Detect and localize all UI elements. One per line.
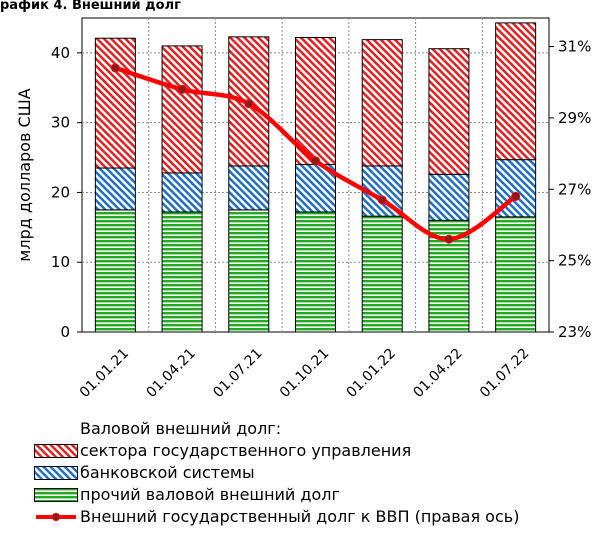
legend-label-debt-gdp: Внешний государственный долг к ВВП (прав… xyxy=(80,507,520,526)
bar-segment-government xyxy=(495,22,537,161)
y2-tick-label: 27% xyxy=(558,180,591,198)
x-tick-label: 01.07.22 xyxy=(477,346,532,401)
y2-tick-label: 23% xyxy=(558,323,591,341)
bar-segment-government xyxy=(428,48,470,175)
legend-label-banks: банковской системы xyxy=(80,463,255,482)
y-tick-label: 40 xyxy=(51,44,70,62)
bar-segment-government xyxy=(161,45,203,174)
debt-gdp-point xyxy=(377,195,387,205)
y-tick-label: 0 xyxy=(60,323,70,341)
legend-label-government: сектора государственного управления xyxy=(80,441,412,460)
bar-segment-government xyxy=(94,37,136,169)
debt-gdp-point xyxy=(244,99,254,109)
legend-swatch-other xyxy=(34,488,78,502)
y-axis-title: млрд долларов США xyxy=(15,88,34,261)
debt-gdp-point xyxy=(177,84,187,94)
y2-tick-label: 25% xyxy=(558,252,591,270)
chart-header: рафик 4. Внешний долг xyxy=(0,0,181,13)
chart: рафик 4. Внешний долг 0 10 20 30 40 23% 25% 27%… xyxy=(0,0,591,401)
chart-legend: Валовой внешний долг: сектора государств… xyxy=(34,418,604,528)
legend-item-banks: банковской системы xyxy=(34,462,604,484)
bar-segment-government xyxy=(361,39,403,167)
x-tick-label: 01.10.21 xyxy=(277,346,332,401)
x-tick-label: 01.04.21 xyxy=(144,346,199,401)
x-tick-label: 01.01.21 xyxy=(77,346,132,401)
legend-item-government: сектора государственного управления xyxy=(34,440,604,462)
bar-segment-other xyxy=(361,215,403,333)
y-tick-label: 10 xyxy=(51,253,70,271)
legend-label-other: прочий валовой внешний долг xyxy=(80,485,340,504)
bar-segment-other xyxy=(295,211,336,333)
legend-item-debt-gdp: Внешний государственный долг к ВВП (прав… xyxy=(34,506,604,528)
bar-segment-banks xyxy=(228,165,270,211)
bar-segment-government xyxy=(295,37,336,166)
bar-segment-banks xyxy=(428,173,470,221)
bar-segment-banks xyxy=(295,164,336,213)
bar-segment-other xyxy=(161,211,203,333)
debt-gdp-point xyxy=(311,156,320,166)
legend-swatch-banks xyxy=(34,466,78,480)
y-tick-label: 30 xyxy=(51,114,70,132)
y-tick-label: 20 xyxy=(51,183,70,201)
bar-segment-banks xyxy=(161,172,203,213)
bar-segment-other xyxy=(228,209,270,333)
x-tick-label: 01.01.22 xyxy=(344,346,399,401)
legend-item-other: прочий валовой внешний долг xyxy=(34,484,604,506)
bar-segment-banks xyxy=(94,167,136,211)
debt-gdp-point xyxy=(444,234,454,244)
y2-tick-label: 31% xyxy=(558,38,591,56)
bar-segment-other xyxy=(495,216,537,333)
debt-gdp-point xyxy=(511,191,521,201)
bar-segment-other xyxy=(94,209,136,333)
y2-tick-label: 29% xyxy=(558,109,591,127)
debt-gdp-point xyxy=(110,63,120,73)
legend-swatch-debt-gdp xyxy=(36,512,76,522)
x-tick-label: 01.04.22 xyxy=(410,346,465,401)
legend-title: Валовой внешний долг: xyxy=(80,419,282,438)
x-tick-label: 01.07.21 xyxy=(210,346,265,401)
legend-swatch-government xyxy=(34,444,78,458)
